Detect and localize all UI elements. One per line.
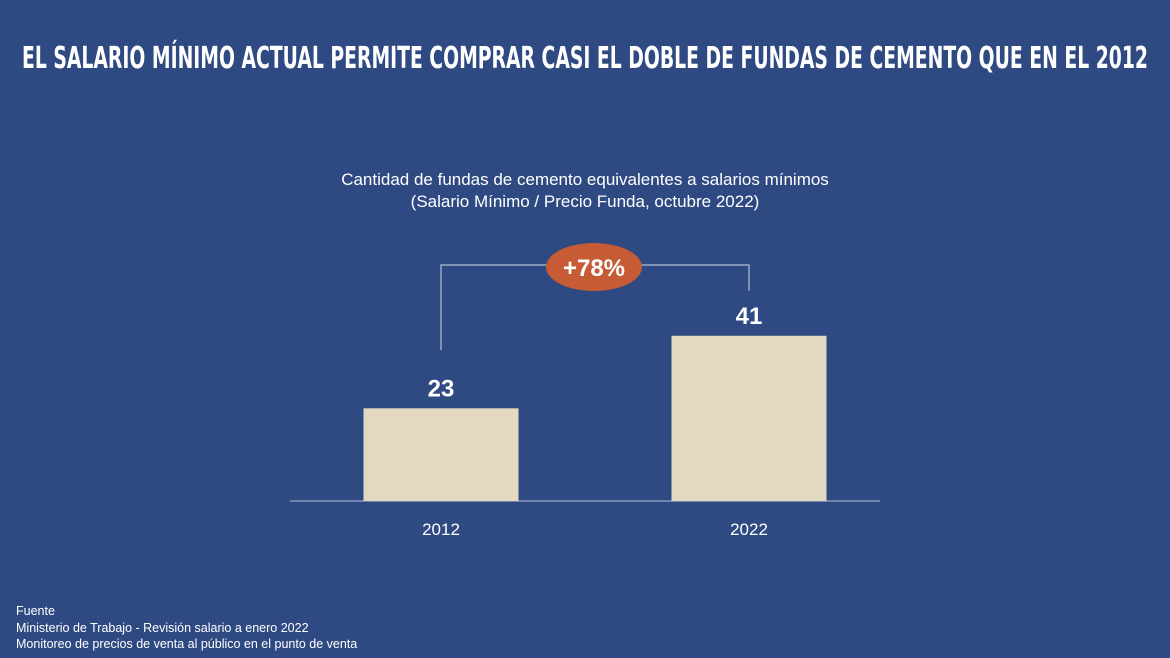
source-line: Monitoreo de precios de venta al público… [16, 637, 358, 651]
chart-title: Cantidad de fundas de cemento equivalent… [341, 170, 829, 189]
chart-subtitle: (Salario Mínimo / Precio Funda, octubre … [410, 192, 760, 211]
source-line: Ministerio de Trabajo - Revisión salario… [16, 621, 309, 635]
data-label: 41 [736, 303, 763, 330]
data-label: 23 [428, 375, 455, 402]
page-title-text: EL SALARIO MÍNIMO ACTUAL PERMITE COMPRAR… [22, 40, 1148, 76]
page-title: EL SALARIO MÍNIMO ACTUAL PERMITE COMPRAR… [22, 40, 1148, 76]
change-badge [546, 243, 642, 291]
bar-2012 [363, 408, 519, 501]
source-heading: Fuente [16, 604, 55, 618]
bar-2022 [671, 335, 827, 501]
x-tick-label: 2012 [422, 520, 460, 539]
x-tick-label: 2022 [730, 520, 768, 539]
change-annotation: +78% [563, 255, 625, 282]
